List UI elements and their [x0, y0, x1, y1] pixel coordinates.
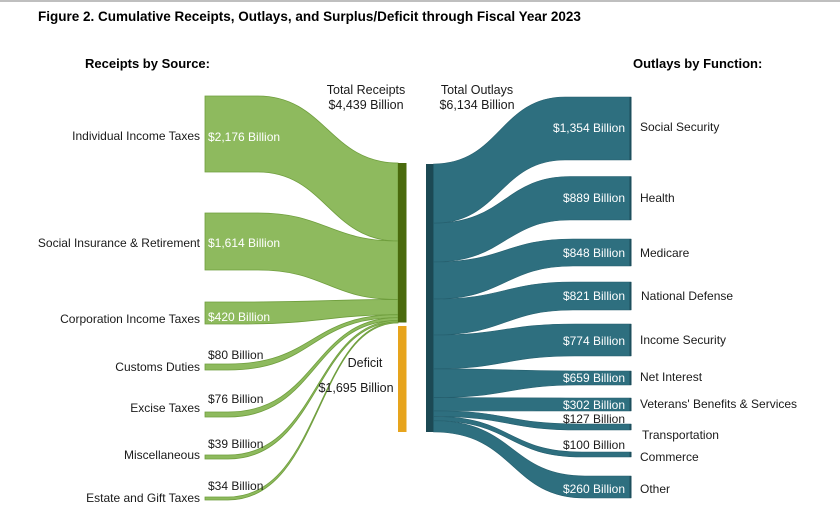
- flow-medicare: [433, 238, 632, 300]
- outlay-value-transportation: $127 Billion: [562, 412, 625, 426]
- outlay-value-national-defense: $821 Billion: [562, 289, 625, 303]
- total-receipts-value: $4,439 Billion: [328, 98, 404, 112]
- node-income-security: [629, 324, 632, 356]
- figure-title: Figure 2. Cumulative Receipts, Outlays, …: [38, 9, 581, 24]
- outlay-label-medicare: Medicare: [640, 246, 690, 260]
- receipt-value-social-insurance-retirement: $1,614 Billion: [208, 236, 281, 250]
- node-other: [629, 476, 632, 498]
- outlay-label-net-interest: Net Interest: [640, 370, 703, 384]
- total-receipts-block: Total Receipts $4,439 Billion: [327, 83, 406, 113]
- outlays-bar: [426, 164, 434, 432]
- receipt-value-corporation-income-taxes: $420 Billion: [208, 310, 271, 324]
- node-social-security: [629, 97, 632, 160]
- receipt-label-social-insurance-retirement: Social Insurance & Retirement: [37, 236, 200, 250]
- node-commerce: [629, 452, 632, 457]
- outlay-label-veterans-benefits-services: Veterans' Benefits & Services: [640, 397, 798, 411]
- outlay-label-other: Other: [640, 482, 671, 496]
- node-net-interest: [629, 371, 632, 385]
- receipt-label-corporation-income-taxes: Corporation Income Taxes: [60, 312, 200, 326]
- receipt-label-excise-taxes: Excise Taxes: [130, 401, 200, 415]
- outlays-header: Outlays by Function:: [633, 56, 763, 71]
- receipt-value-miscellaneous: $39 Billion: [208, 437, 264, 451]
- outlay-label-transportation: Transportation: [642, 428, 719, 442]
- total-receipts-label: Total Receipts: [326, 83, 406, 97]
- outlay-value-other: $260 Billion: [562, 482, 625, 496]
- outlay-label-national-defense: National Defense: [641, 289, 734, 303]
- receipt-label-estate-and-gift-taxes: Estate and Gift Taxes: [86, 491, 200, 505]
- outlay-label-commerce: Commerce: [640, 450, 699, 464]
- outlay-value-net-interest: $659 Billion: [562, 371, 625, 385]
- node-medicare: [629, 239, 632, 266]
- receipt-value-individual-income-taxes: $2,176 Billion: [208, 130, 281, 144]
- receipt-label-miscellaneous: Miscellaneous: [123, 448, 200, 462]
- outlay-value-income-security: $774 Billion: [562, 334, 625, 348]
- receipt-value-estate-and-gift-taxes: $34 Billion: [208, 479, 264, 493]
- node-transportation: [629, 424, 632, 430]
- node-health: [629, 176, 632, 220]
- total-outlays-value: $6,134 Billion: [439, 98, 515, 112]
- outlay-value-veterans-benefits-services: $302 Billion: [562, 398, 625, 412]
- flow-estate-and-gift-taxes: [204, 321, 399, 501]
- outlay-label-health: Health: [640, 191, 675, 205]
- total-outlays-block: Total Outlays $6,134 Billion: [439, 83, 514, 113]
- outlay-value-commerce: $100 Billion: [562, 438, 625, 452]
- receipt-value-excise-taxes: $76 Billion: [208, 392, 264, 406]
- total-outlays-label: Total Outlays: [440, 83, 514, 97]
- outlay-label-income-security: Income Security: [640, 333, 727, 347]
- outlay-value-social-security: $1,354 Billion: [552, 121, 625, 135]
- receipt-label-individual-income-taxes: Individual Income Taxes: [72, 129, 200, 143]
- node-national-defense: [629, 282, 632, 310]
- outlay-value-health: $889 Billion: [562, 191, 625, 205]
- receipt-value-customs-duties: $80 Billion: [208, 348, 264, 362]
- top-border: [0, 0, 840, 2]
- receipts-bar: [398, 163, 407, 323]
- deficit-value: $1,695 Billion: [318, 381, 394, 395]
- receipts-header: Receipts by Source:: [85, 56, 210, 71]
- node-veterans-benefits-services: [629, 398, 632, 411]
- deficit-label: Deficit: [347, 356, 383, 370]
- outlay-value-medicare: $848 Billion: [562, 246, 625, 260]
- receipt-label-customs-duties: Customs Duties: [115, 360, 200, 374]
- deficit-bar: [398, 326, 407, 432]
- outlay-label-social-security: Social Security: [640, 120, 720, 134]
